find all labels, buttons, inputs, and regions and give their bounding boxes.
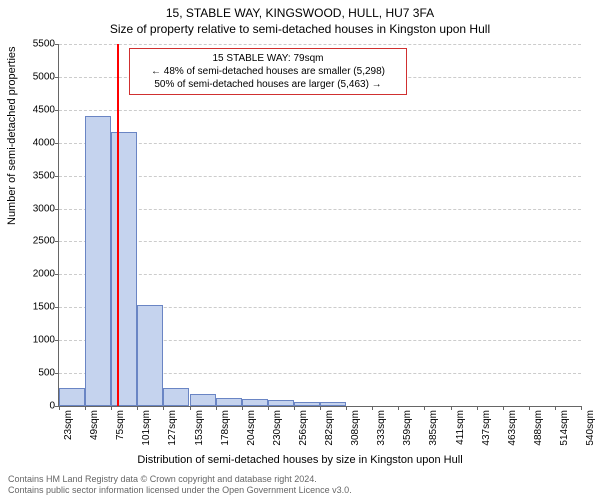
histogram-bar <box>320 402 346 406</box>
histogram-bar <box>59 388 85 406</box>
gridline <box>59 143 581 144</box>
x-tick-mark <box>529 406 530 410</box>
x-tick-label: 127sqm <box>167 410 178 460</box>
x-tick-mark <box>320 406 321 410</box>
x-tick-mark <box>555 406 556 410</box>
x-tick-mark <box>190 406 191 410</box>
y-tick-label: 2500 <box>15 236 55 247</box>
y-tick-mark <box>55 44 59 45</box>
x-tick-mark <box>111 406 112 410</box>
gridline <box>59 274 581 275</box>
x-tick-mark <box>424 406 425 410</box>
histogram-bar <box>111 132 137 406</box>
y-tick-mark <box>55 176 59 177</box>
annotation-line: ← 48% of semi-detached houses are smalle… <box>136 65 400 78</box>
x-tick-label: 101sqm <box>141 410 152 460</box>
x-tick-mark <box>163 406 164 410</box>
gridline <box>59 110 581 111</box>
y-tick-mark <box>55 373 59 374</box>
histogram-bar <box>85 116 111 406</box>
y-tick-label: 2000 <box>15 269 55 280</box>
x-tick-label: 514sqm <box>559 410 570 460</box>
x-tick-label: 23sqm <box>63 410 74 460</box>
chart-area: 0500100015002000250030003500400045005000… <box>58 44 580 406</box>
y-tick-label: 4500 <box>15 104 55 115</box>
chart-title: 15, STABLE WAY, KINGSWOOD, HULL, HU7 3FA… <box>0 0 600 37</box>
x-tick-mark <box>581 406 582 410</box>
x-tick-label: 153sqm <box>194 410 205 460</box>
title-line-1: 15, STABLE WAY, KINGSWOOD, HULL, HU7 3FA <box>0 6 600 22</box>
y-tick-mark <box>55 274 59 275</box>
histogram-bar <box>216 398 242 406</box>
annotation-box: 15 STABLE WAY: 79sqm← 48% of semi-detach… <box>129 48 407 95</box>
title-line-2: Size of property relative to semi-detach… <box>0 22 600 38</box>
x-tick-mark <box>372 406 373 410</box>
histogram-bar <box>294 402 320 406</box>
x-tick-label: 178sqm <box>220 410 231 460</box>
gridline <box>59 44 581 45</box>
y-tick-label: 4000 <box>15 137 55 148</box>
y-tick-label: 500 <box>15 368 55 379</box>
gridline <box>59 209 581 210</box>
x-tick-label: 49sqm <box>89 410 100 460</box>
gridline <box>59 241 581 242</box>
y-tick-mark <box>55 143 59 144</box>
x-tick-mark <box>242 406 243 410</box>
x-tick-mark <box>346 406 347 410</box>
x-tick-mark <box>477 406 478 410</box>
footer-credits: Contains HM Land Registry data © Crown c… <box>8 474 352 496</box>
x-tick-label: 256sqm <box>298 410 309 460</box>
x-tick-label: 204sqm <box>246 410 257 460</box>
x-tick-mark <box>294 406 295 410</box>
x-tick-mark <box>398 406 399 410</box>
x-tick-label: 463sqm <box>507 410 518 460</box>
x-tick-label: 437sqm <box>481 410 492 460</box>
x-tick-mark <box>216 406 217 410</box>
x-tick-mark <box>59 406 60 410</box>
x-tick-label: 282sqm <box>324 410 335 460</box>
gridline <box>59 176 581 177</box>
x-tick-label: 488sqm <box>533 410 544 460</box>
x-tick-mark <box>503 406 504 410</box>
x-tick-label: 230sqm <box>272 410 283 460</box>
y-tick-label: 5500 <box>15 39 55 50</box>
x-tick-label: 540sqm <box>585 410 596 460</box>
histogram-bar <box>242 399 268 406</box>
footer-line-1: Contains HM Land Registry data © Crown c… <box>8 474 352 485</box>
y-tick-label: 3500 <box>15 170 55 181</box>
x-axis-title: Distribution of semi-detached houses by … <box>0 454 600 466</box>
histogram-bar <box>137 305 163 406</box>
x-tick-mark <box>451 406 452 410</box>
plot-area: 0500100015002000250030003500400045005000… <box>58 44 581 407</box>
x-tick-mark <box>85 406 86 410</box>
y-tick-label: 3000 <box>15 203 55 214</box>
y-tick-mark <box>55 241 59 242</box>
y-tick-mark <box>55 209 59 210</box>
x-tick-label: 333sqm <box>376 410 387 460</box>
histogram-bar <box>163 388 189 406</box>
annotation-line: 15 STABLE WAY: 79sqm <box>136 52 400 65</box>
annotation-line: 50% of semi-detached houses are larger (… <box>136 78 400 91</box>
x-tick-label: 308sqm <box>350 410 361 460</box>
histogram-bar <box>268 400 294 406</box>
y-tick-mark <box>55 77 59 78</box>
y-tick-label: 0 <box>15 401 55 412</box>
histogram-bar <box>190 394 216 406</box>
x-tick-mark <box>137 406 138 410</box>
x-tick-label: 75sqm <box>115 410 126 460</box>
y-tick-mark <box>55 340 59 341</box>
y-tick-label: 5000 <box>15 71 55 82</box>
y-tick-label: 1500 <box>15 302 55 313</box>
x-tick-label: 385sqm <box>428 410 439 460</box>
y-tick-mark <box>55 110 59 111</box>
y-tick-mark <box>55 307 59 308</box>
x-tick-mark <box>268 406 269 410</box>
y-tick-label: 1000 <box>15 335 55 346</box>
property-marker-line <box>117 44 119 406</box>
x-tick-label: 359sqm <box>402 410 413 460</box>
x-tick-label: 411sqm <box>455 410 466 460</box>
footer-line-2: Contains public sector information licen… <box>8 485 352 496</box>
